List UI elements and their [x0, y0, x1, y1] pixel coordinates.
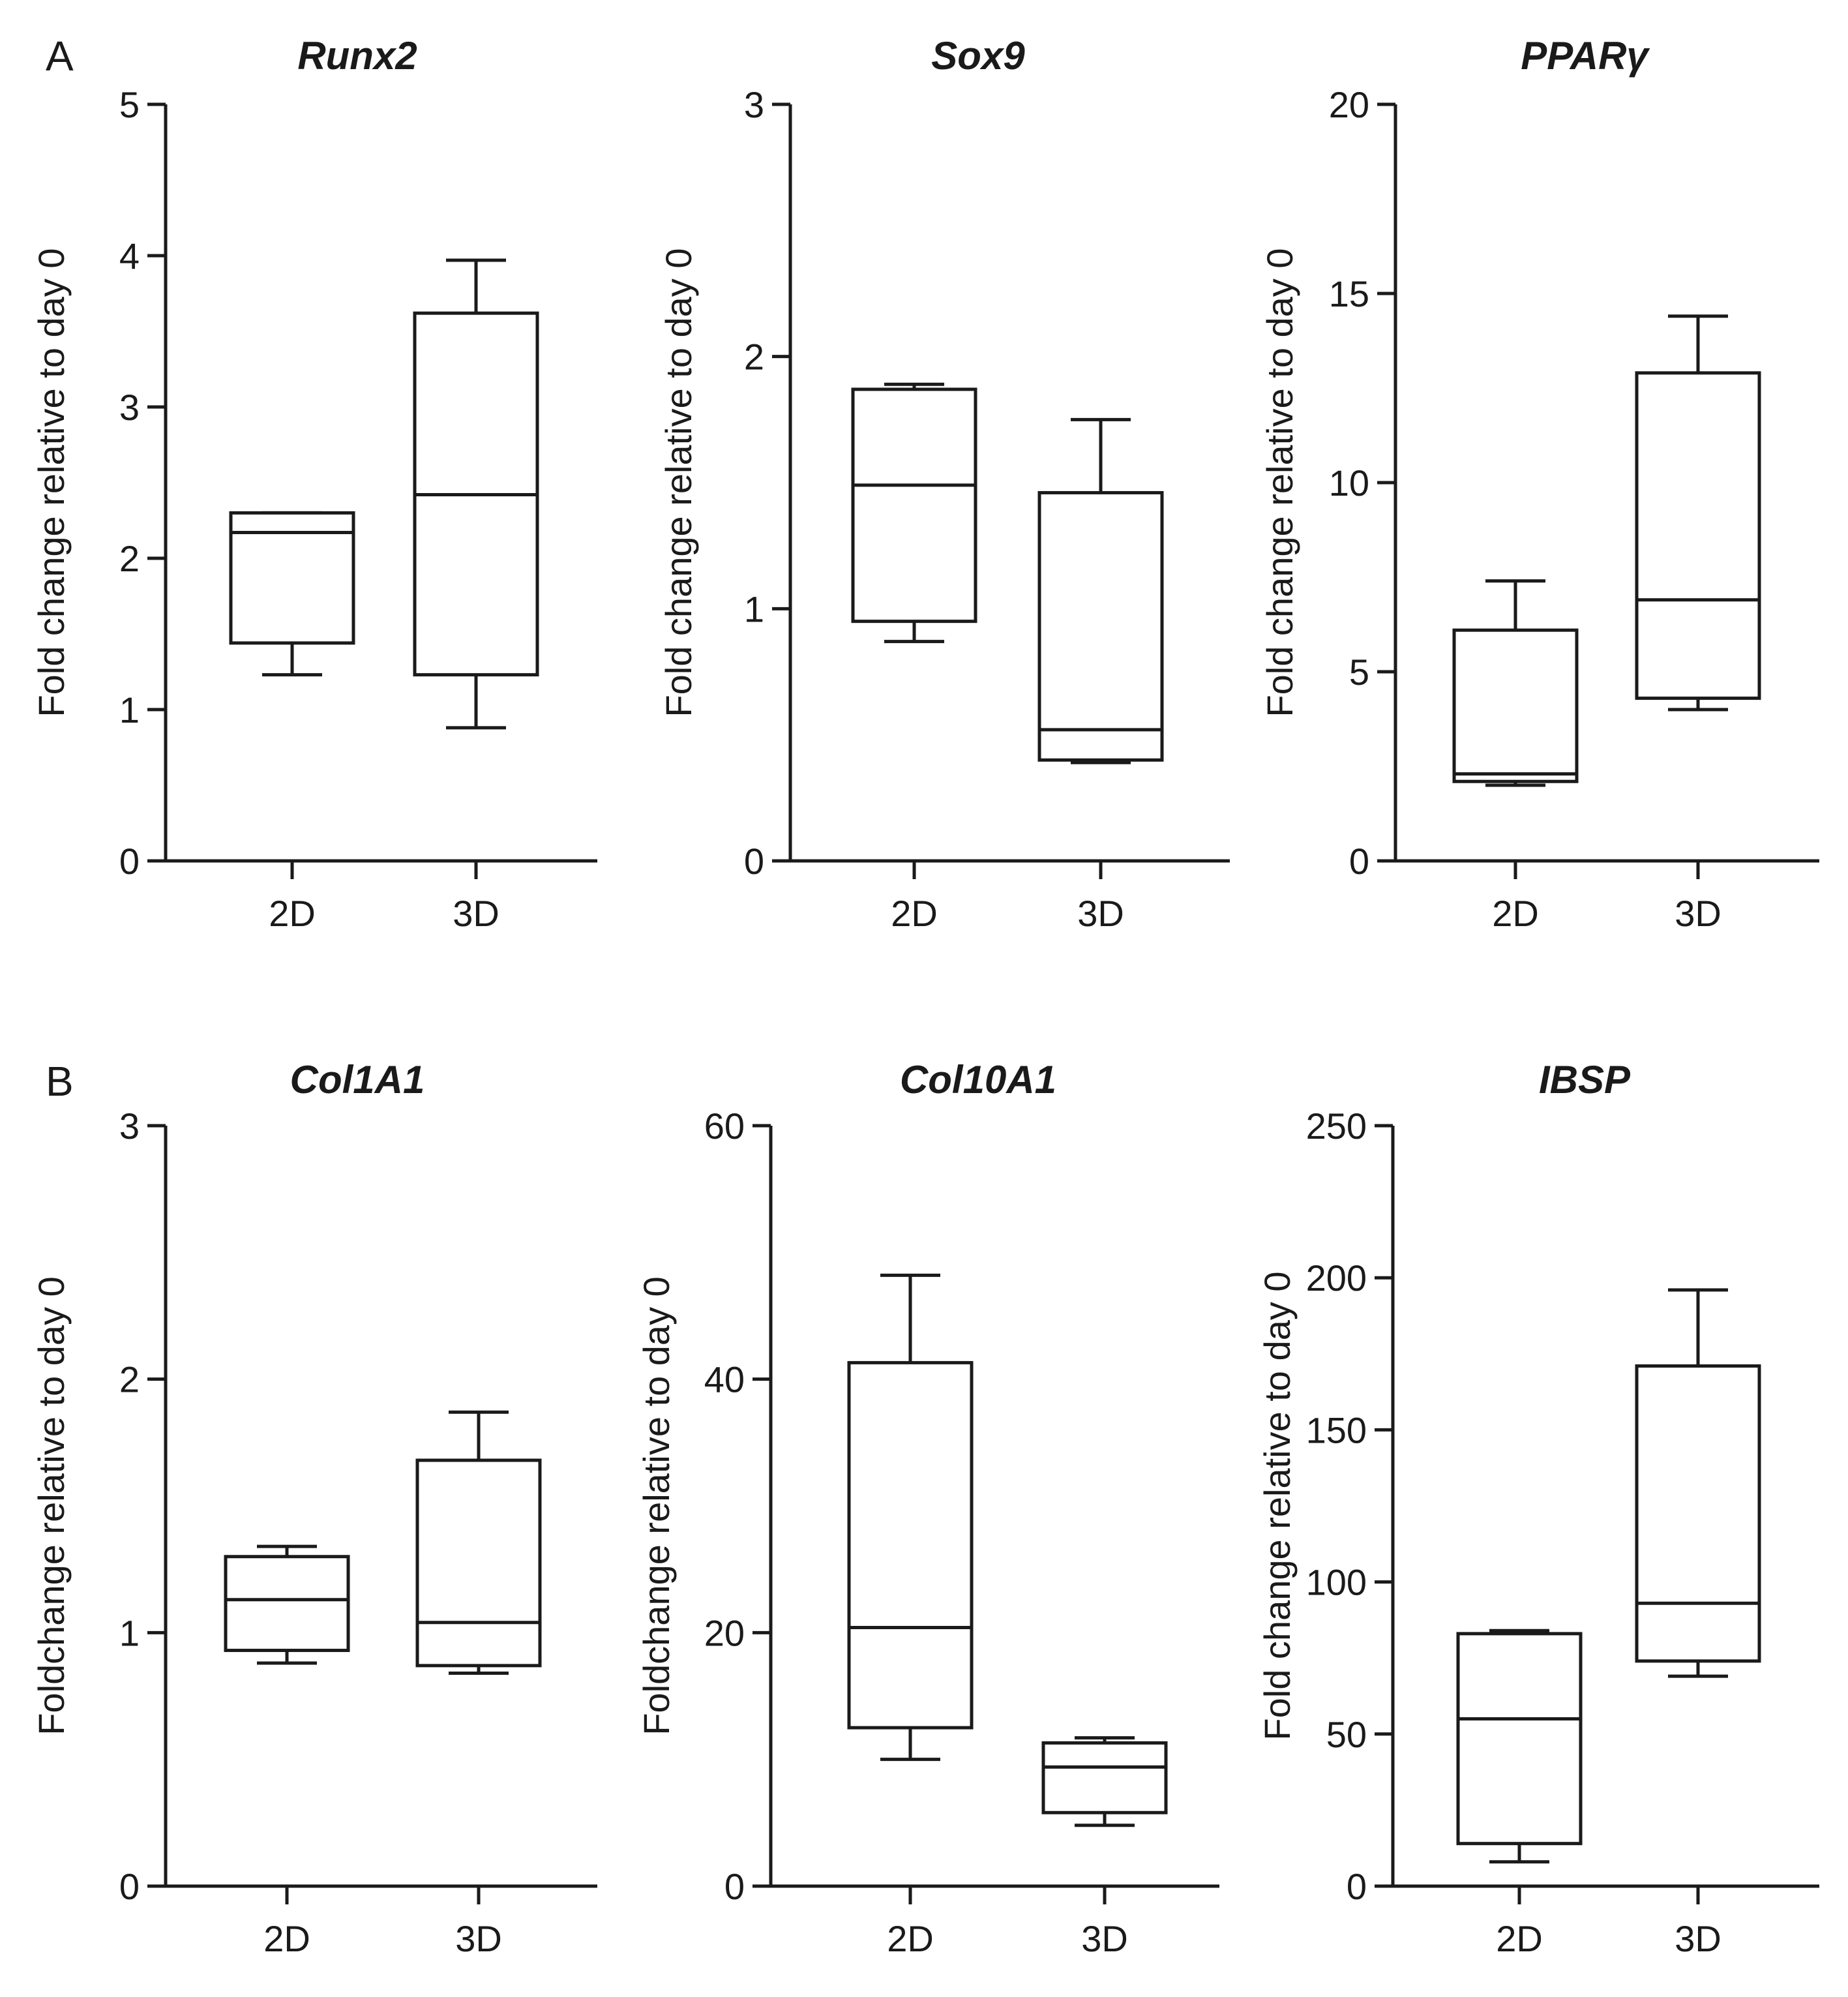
y-tick-label: 0	[1349, 841, 1369, 882]
chart-1: Sox9 0 1 2 3 Fold change relative to day 0 2D 3…	[658, 34, 1230, 934]
x-category-label: 3D	[1675, 893, 1721, 934]
y-tick-label: 1	[119, 1612, 140, 1653]
y-tick-label: 0	[724, 1866, 745, 1907]
chart-title: IBSP	[1539, 1058, 1631, 1102]
y-tick-label: 40	[704, 1359, 745, 1400]
y-tick-label: 200	[1306, 1257, 1367, 1299]
y-tick-label: 3	[119, 1105, 140, 1147]
box-3d	[1635, 1364, 1761, 1663]
y-tick-label: 1	[119, 689, 140, 730]
x-category-label: 2D	[891, 893, 938, 934]
chart-5: IBSP 0 50 100 150 200 250 Fold change relative …	[1257, 1058, 1819, 1959]
y-axis-label: Foldchange relative to day 0	[636, 1276, 677, 1735]
box-2d	[1452, 628, 1579, 783]
chart-title: Col1A1	[290, 1058, 425, 1102]
y-tick-label: 0	[119, 1866, 140, 1907]
box-2d	[847, 1360, 974, 1730]
y-tick-label: 0	[1347, 1866, 1367, 1907]
y-tick-label: 100	[1306, 1562, 1367, 1603]
y-tick-label: 4	[119, 235, 140, 277]
y-axis-label: Fold change relative to day 0	[658, 248, 699, 717]
y-tick-label: 2	[119, 538, 140, 579]
x-category-label: 3D	[1077, 893, 1124, 934]
chart-title: Sox9	[931, 34, 1025, 78]
y-tick-label: 2	[744, 337, 764, 378]
x-category-label: 3D	[455, 1918, 502, 1959]
y-tick-label: 0	[744, 841, 764, 882]
y-tick-label: 5	[119, 84, 140, 125]
y-axis-label: Fold change relative to day 0	[1257, 1271, 1298, 1740]
box-3d	[1635, 371, 1761, 700]
box-2d	[229, 511, 355, 645]
y-tick-label: 2	[119, 1359, 140, 1400]
x-category-label: 2D	[263, 1918, 310, 1959]
panel-letter-b: B	[46, 1058, 74, 1105]
y-tick-label: 3	[119, 387, 140, 428]
box-3d	[1037, 490, 1164, 762]
y-tick-label: 3	[744, 84, 764, 125]
chart-3: Col1A1 0 1 2 3 Foldchange relative to day 0 2D…	[31, 1058, 597, 1959]
y-tick-label: 250	[1306, 1105, 1367, 1147]
x-category-label: 2D	[887, 1918, 934, 1959]
chart-title: PPARγ	[1521, 34, 1650, 78]
y-tick-label: 20	[704, 1612, 745, 1653]
box-2d	[1456, 1632, 1583, 1846]
y-tick-label: 15	[1329, 273, 1369, 314]
chart-2: PPARγ 0 5 10 15 20 Fold change relative to day…	[1259, 34, 1819, 934]
x-category-label: 3D	[453, 893, 499, 934]
box-3d	[1041, 1741, 1168, 1814]
x-category-label: 2D	[1496, 1918, 1543, 1959]
y-tick-label: 10	[1329, 462, 1369, 503]
charts-layer: Runx2 0 1 2 3 4 5 Fold change relative to day 0…	[31, 34, 1819, 1959]
box-3d	[415, 1458, 542, 1668]
y-axis-label: Fold change relative to day 0	[1259, 248, 1300, 717]
x-category-label: 2D	[1492, 893, 1539, 934]
y-tick-label: 5	[1349, 652, 1369, 693]
x-category-label: 2D	[269, 893, 316, 934]
x-category-label: 3D	[1675, 1918, 1721, 1959]
y-tick-label: 150	[1306, 1409, 1367, 1450]
x-category-label: 3D	[1081, 1918, 1128, 1959]
y-axis-label: Fold change relative to day 0	[31, 248, 72, 717]
box-2d	[224, 1555, 350, 1653]
y-tick-label: 1	[744, 588, 764, 629]
y-tick-label: 60	[704, 1105, 745, 1147]
y-tick-label: 20	[1329, 84, 1369, 125]
y-tick-label: 0	[119, 841, 140, 882]
y-tick-label: 50	[1326, 1714, 1367, 1755]
chart-title: Col10A1	[900, 1058, 1056, 1102]
chart-title: Runx2	[297, 34, 417, 78]
y-axis-label: Foldchange relative to day 0	[31, 1276, 72, 1735]
box-2d	[851, 387, 977, 623]
chart-4: Col10A1 0 20 40 60 Foldchange relative to day…	[636, 1058, 1219, 1959]
chart-0: Runx2 0 1 2 3 4 5 Fold change relative to day 0…	[31, 34, 597, 934]
panel-letter-a: A	[46, 33, 74, 80]
